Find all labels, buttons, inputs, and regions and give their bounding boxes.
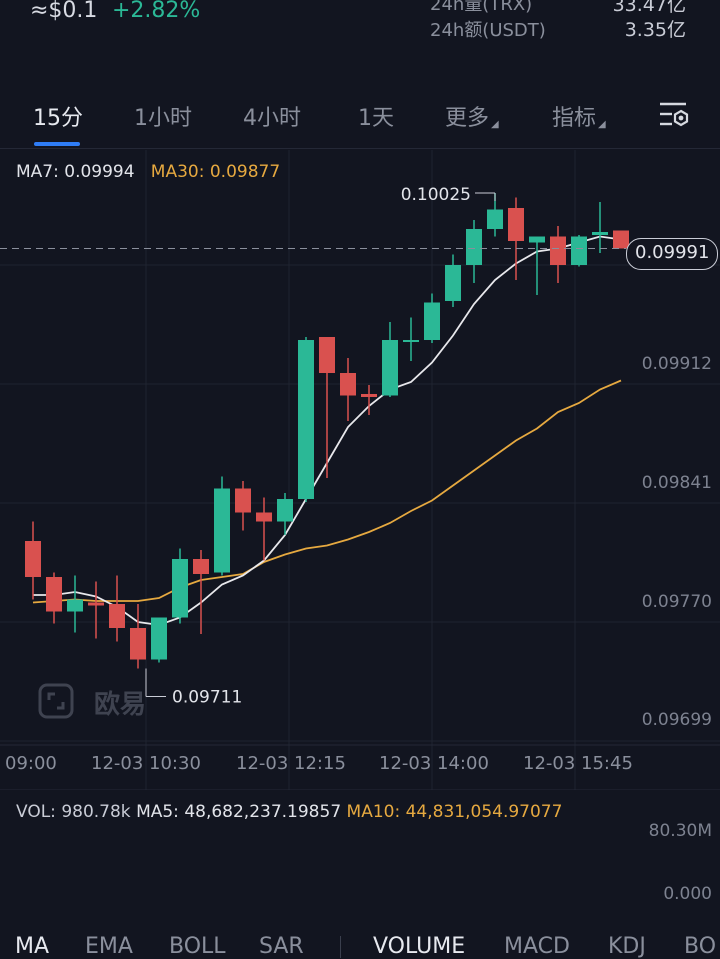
caret-down-icon: ◢ <box>598 119 606 130</box>
ma10-label: MA10: <box>346 802 401 822</box>
turnover-24h-value: 3.35亿 <box>624 19 686 41</box>
x-tick-label: 12-03 10:30 <box>91 753 201 774</box>
candle-body <box>151 617 167 660</box>
candle-body <box>571 236 587 265</box>
candle-body <box>424 302 440 340</box>
timeframe-tabs: 15分 1小时 4小时 1天 更多 ◢ 指标 ◢ <box>0 96 720 149</box>
fiat-price: ≈$0.1 <box>30 0 98 23</box>
tab-ema[interactable]: EMA <box>85 934 133 959</box>
ma7-label: MA7: <box>16 162 59 182</box>
volume-zero-label: 0.000 <box>663 884 712 904</box>
market-header: ≈$0.1 +2.82% 24h量(TRX) 33.47亿 24h额(USDT)… <box>0 0 720 60</box>
vol-label: VOL: <box>16 802 56 822</box>
current-price-value: 0.09991 <box>635 242 710 263</box>
x-tick-label: 09:00 <box>5 753 57 774</box>
candle-body <box>340 373 356 396</box>
candle-body <box>445 265 461 301</box>
vol-value: 980.78k <box>61 802 131 822</box>
tab-macd[interactable]: MACD <box>504 934 570 959</box>
high-price-label: 0.10025 <box>401 185 471 205</box>
turnover-24h-label: 24h额(USDT) <box>430 20 546 41</box>
tab-volume[interactable]: VOLUME <box>373 934 466 959</box>
candle-body <box>172 559 188 618</box>
price-change-percent: +2.82% <box>112 0 201 23</box>
active-tab-indicator <box>34 142 80 146</box>
volume-max-label: 80.30M <box>648 821 712 841</box>
candle-body <box>550 236 566 265</box>
indicator-separator <box>340 936 341 958</box>
candle-body <box>592 232 608 235</box>
candles <box>25 193 629 669</box>
candle-body <box>298 340 314 499</box>
caret-down-icon: ◢ <box>491 119 499 130</box>
y-tick-label: 0.09699 <box>641 710 712 730</box>
candle-body <box>193 559 209 574</box>
ma5-value: 48,682,237.19857 <box>184 802 342 822</box>
ma5-label: MA5: <box>136 802 179 822</box>
current-price-tag[interactable]: 0.09991 <box>626 238 718 270</box>
candle-body <box>46 577 62 612</box>
candle-body <box>130 628 146 660</box>
annotations: 0.10025 0.09711 <box>0 185 626 708</box>
y-tick-label: 0.09912 <box>641 354 712 374</box>
tab-more-label: 更多 <box>445 106 490 131</box>
candle-body <box>109 604 125 628</box>
candle-body <box>88 602 104 606</box>
tab-sar[interactable]: SAR <box>259 934 304 959</box>
volume-24h-value: 33.47亿 <box>612 0 686 16</box>
ma7-value: 0.09994 <box>64 162 135 182</box>
tab-boll[interactable]: BOLL <box>169 934 226 959</box>
ma30-line <box>32 379 622 604</box>
chart-settings-icon[interactable] <box>658 100 690 132</box>
ma-legend: MA7: 0.09994 MA30: 0.09877 <box>16 162 280 182</box>
candle-body <box>214 488 230 573</box>
candle-body <box>508 208 524 241</box>
candle-body <box>235 488 251 513</box>
indicator-tabs: MA EMA BOLL SAR VOLUME MACD KDJ BO <box>0 930 720 959</box>
x-tick-label: 12-03 15:45 <box>523 753 633 774</box>
candle-body <box>529 236 545 243</box>
tab-1h[interactable]: 1小时 <box>134 106 192 131</box>
candle-body <box>319 337 335 373</box>
x-tick-label: 12-03 14:00 <box>379 753 489 774</box>
candle-body <box>613 230 629 249</box>
candle-body <box>256 512 272 522</box>
candle-body <box>361 394 377 397</box>
y-tick-label: 0.09841 <box>641 473 712 493</box>
tab-indicators[interactable]: 指标 ◢ <box>552 100 606 132</box>
candle-body <box>25 541 41 577</box>
candle-body <box>466 229 482 265</box>
ma30-label: MA30: <box>150 162 205 182</box>
candle-body <box>382 340 398 396</box>
y-tick-label: 0.09770 <box>641 592 712 612</box>
tab-15m[interactable]: 15分 <box>33 106 83 131</box>
volume-legend: VOL: 980.78k MA5: 48,682,237.19857 MA10:… <box>16 802 562 822</box>
tab-kdj[interactable]: KDJ <box>608 934 646 959</box>
tab-bo[interactable]: BO <box>684 934 717 959</box>
candle-body <box>67 599 83 612</box>
tab-indicators-label: 指标 <box>552 106 597 131</box>
candle-body <box>403 340 419 342</box>
x-tick-label: 12-03 12:15 <box>236 753 346 774</box>
tab-1d[interactable]: 1天 <box>358 106 394 131</box>
low-price-label: 0.09711 <box>172 688 242 708</box>
candle-body <box>487 209 503 229</box>
okx-logo-icon <box>38 683 74 719</box>
volume-24h-label: 24h量(TRX) <box>430 0 533 15</box>
tab-ma[interactable]: MA <box>15 934 50 959</box>
tab-4h[interactable]: 4小时 <box>243 106 301 131</box>
tab-more[interactable]: 更多 ◢ <box>445 100 499 132</box>
watermark-text: 欧易 <box>94 690 147 720</box>
ma10-value: 44,831,054.97077 <box>405 802 563 822</box>
candle-body <box>277 499 293 522</box>
candlestick-chart[interactable]: 0.10025 0.09711 <box>0 150 720 790</box>
ma30-value: 0.09877 <box>209 162 281 182</box>
